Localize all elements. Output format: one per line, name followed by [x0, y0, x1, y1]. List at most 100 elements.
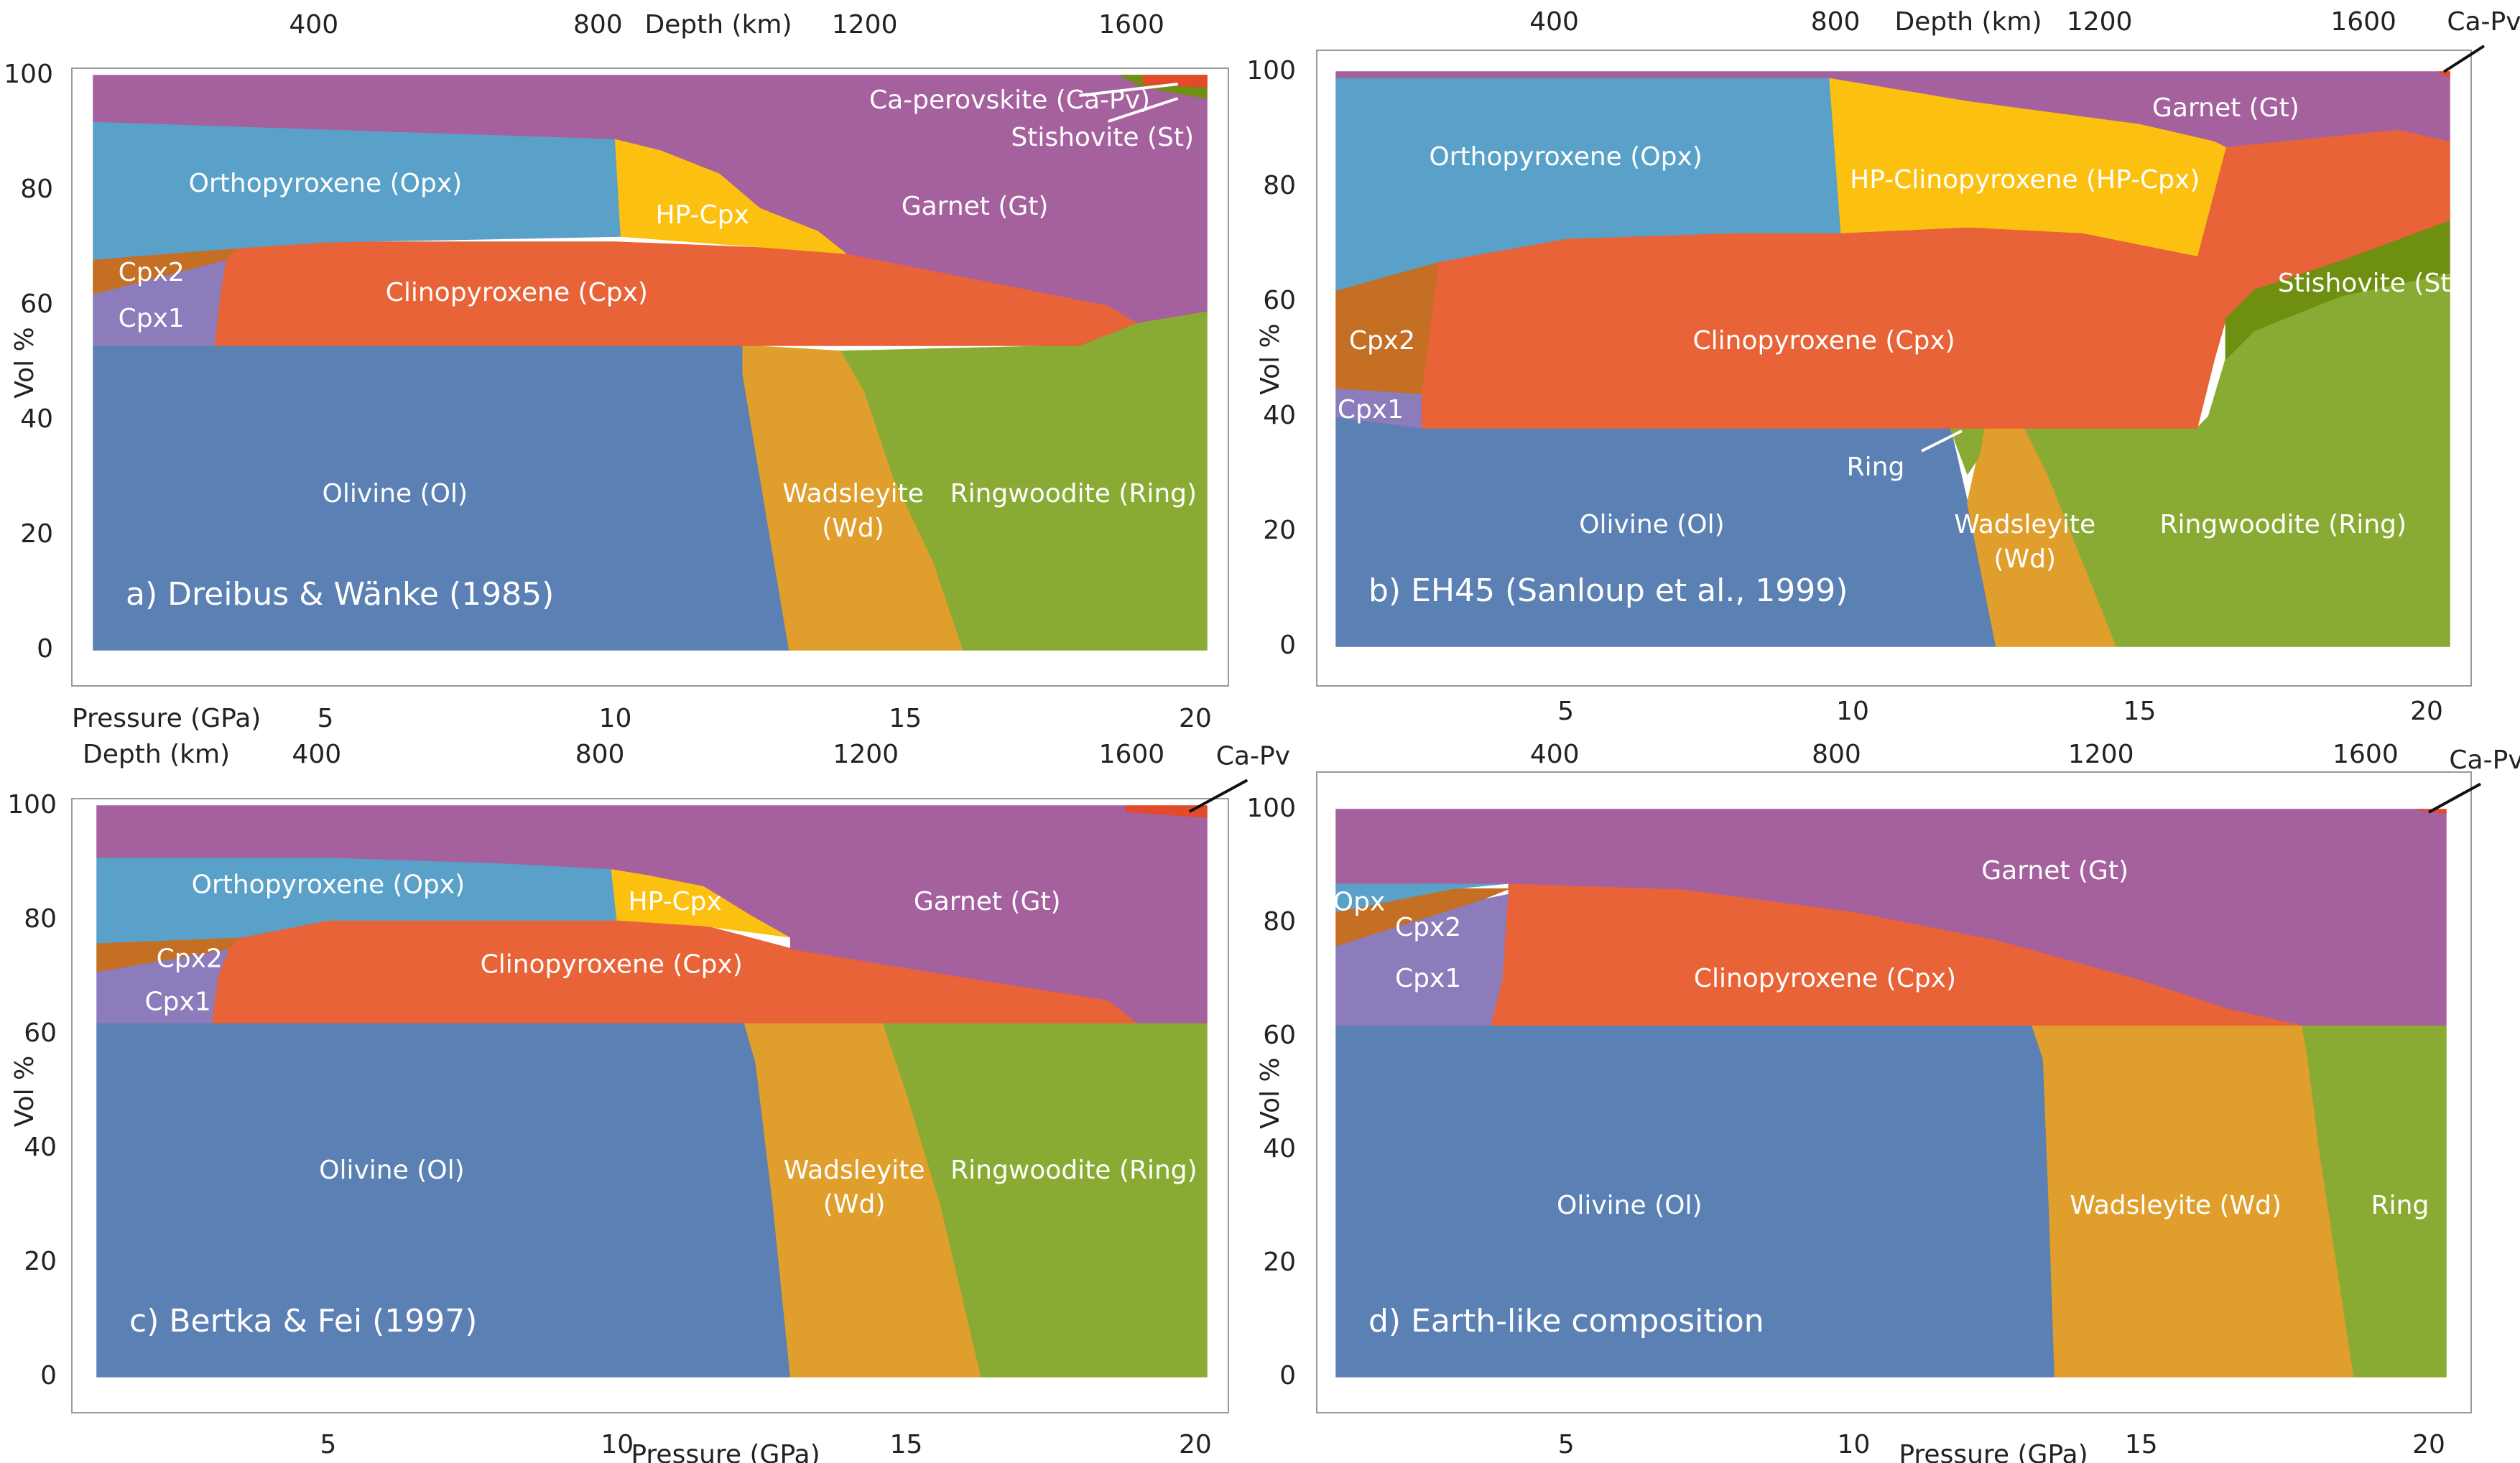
depth-tick-label: 1200	[832, 10, 898, 40]
panel-b: Olivine (Ol) Wadsleyite (Wd) Ringwoodite (R…	[1246, 7, 2520, 726]
callout-ca-pv: Ca-Pv	[2449, 746, 2520, 775]
y-axis-title: Vol %	[10, 1056, 40, 1128]
depth-tick-label: 800	[1811, 7, 1861, 37]
label-wadsleyite: Wadsleyite	[784, 1156, 925, 1185]
depth-tick-label: 800	[573, 10, 623, 40]
y-tick-label: 0	[1279, 631, 1296, 660]
label-hp-cpx: HP-Cpx	[629, 887, 722, 916]
label-ringwoodite-ring: Ringwoodite (Ring)	[950, 479, 1198, 508]
y-tick-label: 100	[4, 60, 53, 89]
y-tick-label: 40	[1263, 401, 1296, 430]
label-clinopyroxene-cpx: Clinopyroxene (Cpx)	[481, 950, 743, 980]
callout-ca-perovskite-ca-pv: Ca-perovskite (Ca-Pv)	[869, 85, 1150, 115]
leader-line	[1188, 779, 1249, 813]
region-ring	[2302, 1024, 2447, 1378]
y-tick-label: 0	[40, 1361, 57, 1390]
label-clinopyroxene-cpx: Clinopyroxene (Cpx)	[1693, 326, 1955, 356]
x-tick-label: 5	[317, 704, 333, 733]
panel-c: Olivine (Ol) Wadsleyite (Wd) Ringwoodite (R…	[7, 740, 1290, 1463]
depth-tick-label: 800	[1812, 740, 1861, 769]
label-wd: (Wd)	[823, 1190, 886, 1220]
leader-line	[1921, 429, 1963, 452]
region-garnet-gt	[1335, 71, 2450, 147]
y-axis-title: Vol %	[10, 327, 40, 399]
region-ca-pv	[1125, 805, 1208, 818]
y-tick-label: 60	[20, 289, 53, 319]
label-orthopyroxene-opx: Orthopyroxene (Opx)	[189, 169, 463, 198]
leader-line	[1108, 97, 1179, 123]
label-clinopyroxene-cpx: Clinopyroxene (Cpx)	[386, 278, 648, 307]
leader-line	[2442, 45, 2486, 73]
x-tick-label: 20	[1179, 1430, 1212, 1459]
label-orthopyroxene-opx: Orthopyroxene (Opx)	[192, 870, 465, 899]
callout-ca-pv: Ca-Pv	[1216, 741, 1290, 771]
label-olivine-ol: Olivine (Ol)	[323, 479, 468, 508]
y-tick-label: 20	[20, 519, 53, 549]
label-garnet-gt: Garnet (Gt)	[1981, 856, 2128, 886]
depth-tick-label: 1600	[2333, 740, 2399, 769]
x-tick-label: 10	[599, 704, 632, 733]
label-garnet-gt: Garnet (Gt)	[914, 887, 1061, 916]
y-tick-label: 40	[20, 404, 53, 434]
y-tick-label: 60	[1263, 286, 1296, 315]
panel-frame	[71, 68, 1229, 687]
depth-tick-label: 400	[292, 740, 341, 769]
label-wadsleyite: Wadsleyite	[782, 479, 924, 508]
panel-a: Olivine (Ol) Wadsleyite (Wd) Ringwoodite (R…	[4, 10, 1229, 733]
label-cpx1: Cpx1	[1395, 964, 1461, 993]
x-tick-label: 5	[1557, 697, 1574, 726]
top-axis-title: Depth (km)	[1894, 7, 2042, 37]
region-ca-pv	[2437, 71, 2450, 78]
panel-d: Olivine (Ol) Wadsleyite (Wd) Ring Opx Cpx2 Cp…	[1246, 740, 2520, 1463]
region-ca-perovskite-ca-pv	[1142, 75, 1208, 88]
x-axis-title: Pressure (GPa)	[1899, 1440, 2088, 1463]
y-axis-title: Vol %	[1256, 323, 1285, 395]
y-tick-label: 20	[24, 1247, 57, 1276]
y-tick-label: 40	[24, 1133, 57, 1162]
depth-tick-label: 400	[1530, 740, 1580, 769]
label-hp-cpx: HP-Cpx	[656, 200, 749, 230]
region-stishovite-st	[2225, 220, 2450, 360]
label-stishovite-st: Stishovite (St)	[2278, 269, 2461, 298]
label-wd: (Wd)	[822, 514, 884, 543]
label-opx: Opx	[1333, 887, 1386, 916]
label-wadsleyite-wd: Wadsleyite (Wd)	[2070, 1191, 2282, 1220]
x-tick-label: 10	[601, 1430, 634, 1459]
x-tick-label: 15	[890, 1430, 923, 1459]
label-hp-clinopyroxene-hp-cpx: HP-Clinopyroxene (HP-Cpx)	[1850, 165, 2200, 195]
depth-tick-label: 1600	[1099, 740, 1165, 769]
y-tick-label: 40	[1263, 1134, 1296, 1164]
x-tick-label: 5	[320, 1430, 336, 1459]
label-garnet-gt: Garnet (Gt)	[2152, 93, 2299, 123]
label-wd: (Wd)	[1993, 544, 2056, 574]
label-ring: Ring	[2371, 1191, 2429, 1220]
label-orthopyroxene-opx: Orthopyroxene (Opx)	[1429, 142, 1703, 172]
x-axis-title: Pressure (GPa)	[72, 704, 261, 733]
y-tick-label: 60	[24, 1018, 57, 1048]
x-tick-label: 10	[1836, 697, 1869, 726]
y-tick-label: 80	[1263, 171, 1296, 200]
y-tick-label: 100	[1246, 794, 1296, 823]
y-tick-label: 100	[7, 790, 57, 819]
depth-tick-label: 800	[575, 740, 625, 769]
x-tick-label: 5	[1558, 1430, 1575, 1459]
top-axis-title: Depth (km)	[644, 10, 792, 40]
label-wadsleyite: Wadsleyite	[1954, 510, 2095, 539]
label-cpx2: Cpx2	[119, 258, 185, 287]
depth-tick-label: 1200	[833, 740, 899, 769]
x-tick-label: 15	[2123, 697, 2157, 726]
depth-tick-label: 1200	[2068, 740, 2134, 769]
label-garnet-gt: Garnet (Gt)	[902, 192, 1049, 221]
x-tick-label: 20	[2410, 697, 2443, 726]
top-axis-title: Depth (km)	[83, 740, 230, 769]
x-axis-title: Pressure (GPa)	[631, 1440, 820, 1463]
leader-line	[2428, 782, 2481, 814]
y-tick-label: 80	[1263, 907, 1296, 937]
y-tick-label: 20	[1263, 1248, 1296, 1277]
region-ringwoodite-ring	[840, 310, 1208, 651]
panel-label: b) EH45 (Sanloup et al., 1999)	[1368, 572, 1848, 609]
label-olivine-ol: Olivine (Ol)	[1579, 510, 1724, 539]
panel-frame	[1316, 771, 2472, 1413]
depth-tick-label: 400	[289, 10, 338, 40]
